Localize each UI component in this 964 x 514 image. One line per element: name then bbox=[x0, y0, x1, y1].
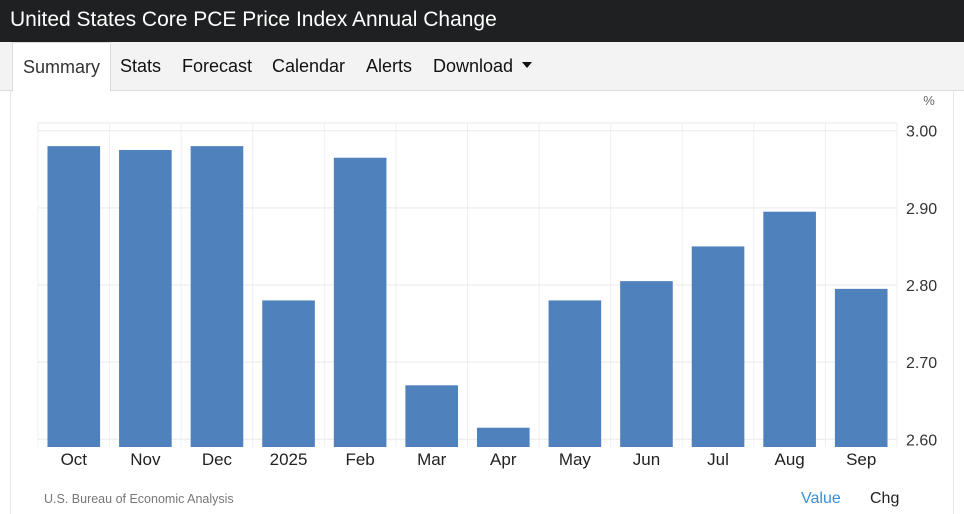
bar bbox=[405, 385, 459, 447]
tab-calendar[interactable]: Calendar bbox=[272, 56, 346, 76]
page-title: United States Core PCE Price Index Annua… bbox=[10, 8, 497, 31]
bar bbox=[262, 300, 315, 447]
x-tick-label: Mar bbox=[417, 450, 447, 469]
bar bbox=[691, 246, 745, 447]
tab-bar: Summary Stats Forecast Calendar Alerts D… bbox=[0, 42, 964, 92]
x-tick-label: Aug bbox=[775, 450, 805, 469]
x-tick-label: May bbox=[559, 450, 592, 469]
bar-chart: Oct Nov Dec 2025 Feb Mar Apr May Jun Jul Aug Sep 3.… bbox=[37, 93, 937, 469]
bar bbox=[548, 300, 602, 447]
bar bbox=[763, 211, 816, 447]
y-tick-label: 2.70 bbox=[906, 355, 937, 372]
bar bbox=[834, 288, 888, 447]
y-tick-label: 3.00 bbox=[906, 124, 937, 141]
content-frame bbox=[10, 91, 954, 514]
value-toggle[interactable]: Value bbox=[801, 490, 841, 507]
change-toggle[interactable]: Chg bbox=[870, 490, 900, 507]
chart-grid bbox=[37, 122, 898, 447]
caret-down-icon bbox=[522, 62, 533, 69]
x-tick-label: Apr bbox=[490, 450, 517, 469]
tab-forecast[interactable]: Forecast bbox=[182, 56, 253, 76]
y-tick-label: 2.90 bbox=[906, 201, 937, 218]
x-tick-label: Dec bbox=[202, 450, 233, 469]
tab-download[interactable]: Download bbox=[433, 42, 533, 91]
x-tick-label: Jun bbox=[633, 450, 660, 469]
tab-alerts[interactable]: Alerts bbox=[366, 56, 413, 76]
bar bbox=[620, 281, 673, 447]
bar bbox=[190, 146, 244, 447]
data-source: U.S. Bureau of Economic Analysis bbox=[44, 492, 234, 506]
title-bar: United States Core PCE Price Index Annua… bbox=[0, 0, 964, 42]
chart-bars bbox=[47, 146, 888, 447]
tab-stats[interactable]: Stats bbox=[120, 56, 162, 76]
y-axis-labels: 3.00 2.90 2.80 2.70 2.60 bbox=[906, 124, 937, 450]
x-tick-label: 2025 bbox=[270, 450, 308, 469]
bar bbox=[476, 427, 530, 447]
x-tick-label: Nov bbox=[130, 450, 161, 469]
x-axis-labels: Oct Nov Dec 2025 Feb Mar Apr May Jun Jul Aug Sep bbox=[61, 450, 877, 469]
bar bbox=[47, 146, 101, 447]
x-tick-label: Oct bbox=[61, 450, 88, 469]
bar bbox=[333, 157, 387, 447]
y-tick-label: 2.60 bbox=[906, 432, 937, 449]
x-tick-label: Sep bbox=[846, 450, 876, 469]
bar bbox=[119, 150, 172, 447]
tab-download-label: Download bbox=[433, 56, 514, 76]
x-tick-label: Jul bbox=[707, 450, 729, 469]
y-axis-unit: % bbox=[923, 93, 935, 108]
x-tick-label: Feb bbox=[345, 450, 374, 469]
y-tick-label: 2.80 bbox=[906, 278, 937, 295]
tab-summary[interactable]: Summary bbox=[12, 42, 112, 92]
